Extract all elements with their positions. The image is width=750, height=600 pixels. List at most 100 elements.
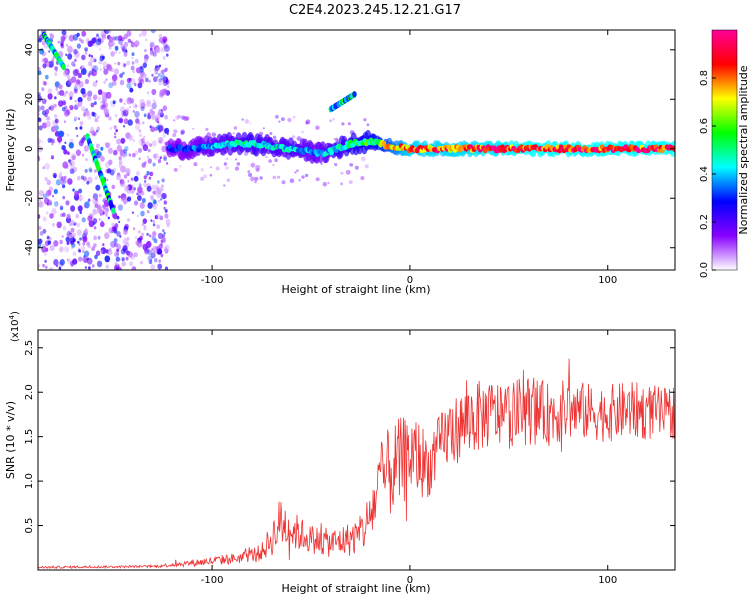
spectral-noise-blob: [241, 118, 244, 121]
spectral-noise-blob: [139, 260, 144, 265]
spectrogram-y-tick-label: -40: [24, 240, 35, 256]
spectral-noise-blob: [154, 101, 157, 105]
spectral-noise-blob: [76, 43, 81, 49]
spectral-noise-blob: [123, 201, 127, 206]
spectral-noise-blob: [111, 80, 117, 86]
spectral-noise-blob: [120, 115, 123, 120]
spectral-noise-blob: [67, 178, 73, 185]
spectral-noise-blob: [108, 82, 114, 89]
spectral-noise-blob: [113, 238, 118, 243]
spectral-noise-blob: [130, 65, 135, 71]
spectral-noise-blob: [162, 79, 168, 87]
spectral-noise-blob: [147, 155, 149, 159]
spectral-noise-blob: [103, 80, 106, 84]
spectrogram-y-tick-label: 20: [24, 93, 35, 106]
spectral-noise-blob: [61, 145, 66, 151]
spectral-noise-blob: [133, 175, 139, 182]
spectral-noise-blob: [152, 162, 156, 167]
spectral-noise-blob: [97, 235, 101, 240]
spectral-noise-blob: [305, 121, 309, 125]
spectral-noise-blob: [315, 125, 320, 130]
spectral-noise-blob: [160, 253, 164, 258]
spectral-noise-blob: [62, 225, 67, 231]
spectral-noise-blob: [143, 182, 148, 188]
spectral-noise-blob: [156, 124, 161, 131]
spectral-noise-blob: [131, 211, 134, 214]
spectral-noise-blob: [223, 162, 228, 166]
spectral-noise-blob: [77, 72, 83, 79]
spectral-noise-blob: [42, 263, 45, 268]
snr-panel: -100 0 100 0.5 1.0 1.5 2.0 2.5 Height of straig…: [4, 311, 676, 595]
spectral-noise-blob: [154, 215, 159, 220]
spectral-noise-blob: [69, 105, 74, 111]
spectral-noise-blob: [68, 105, 72, 109]
spectral-noise-blob: [47, 137, 52, 143]
spectral-noise-blob: [42, 122, 47, 129]
spectral-noise-blob: [127, 38, 132, 43]
spectral-noise-blob: [146, 210, 150, 214]
spectral-noise-blob: [157, 180, 160, 184]
spectral-noise-blob: [118, 97, 123, 103]
spectral-noise-blob: [215, 166, 220, 171]
spectral-noise-blob: [108, 116, 112, 121]
spectral-noise-blob: [340, 171, 344, 175]
spectral-noise-blob: [109, 126, 112, 130]
spectral-noise-blob: [294, 171, 297, 174]
spectral-noise-blob: [65, 200, 70, 206]
spectral-noise-blob: [87, 90, 93, 97]
spectral-noise-blob: [125, 108, 130, 114]
spectral-noise-blob: [152, 219, 156, 224]
spectral-noise-blob: [102, 243, 105, 247]
spectral-noise-blob: [87, 198, 91, 202]
spectral-noise-blob: [146, 170, 150, 176]
spectral-noise-blob: [143, 175, 147, 180]
spectral-noise-blob: [120, 43, 125, 50]
spectral-noise-blob: [160, 184, 164, 189]
spectral-noise-blob: [92, 218, 98, 224]
spectral-noise-blob: [52, 172, 57, 178]
spectral-noise-blob: [52, 223, 55, 227]
spectral-noise-blob: [94, 254, 98, 260]
spectral-noise-blob: [70, 205, 76, 212]
spectral-noise-blob: [156, 203, 159, 206]
spectral-noise-blob: [166, 53, 169, 57]
spectral-noise-blob: [333, 137, 337, 141]
spectral-noise-blob: [120, 137, 126, 144]
spectral-noise-blob: [65, 90, 68, 95]
spectral-noise-blob: [110, 51, 115, 57]
spectral-noise-blob: [78, 37, 82, 42]
spectral-noise-blob: [118, 160, 123, 165]
spectral-noise-blob: [151, 140, 157, 147]
spectral-noise-blob: [250, 176, 255, 182]
spectral-noise-blob: [73, 88, 78, 94]
spectral-noise-blob: [59, 239, 63, 245]
spectral-noise-blob: [107, 147, 113, 154]
spectral-noise-blob: [139, 78, 145, 85]
spectral-noise-blob: [86, 180, 90, 185]
spectral-noise-blob: [157, 79, 163, 86]
spectrogram-y-tick-label: -20: [24, 190, 35, 206]
spectral-noise-blob: [88, 61, 93, 67]
spectral-noise-blob: [349, 163, 354, 167]
spectral-noise-blob: [146, 232, 149, 236]
spectral-noise-blob: [142, 218, 147, 224]
spectral-noise-blob: [100, 100, 103, 104]
spectral-noise-blob: [131, 52, 135, 57]
spectral-noise-blob: [126, 97, 131, 104]
spectral-noise-blob: [84, 51, 88, 55]
spectral-noise-blob: [88, 74, 91, 78]
spectral-noise-blob: [268, 159, 272, 163]
spectral-noise-blob: [84, 250, 90, 258]
spectral-noise-blob: [164, 114, 169, 120]
spectral-noise-blob: [99, 47, 102, 51]
spectral-noise-blob: [329, 119, 332, 123]
spectral-noise-blob: [276, 175, 281, 179]
spectral-noise-blob: [99, 68, 102, 71]
spectral-noise-blob: [149, 234, 152, 238]
spectral-noise-blob: [72, 258, 78, 265]
spectral-noise-blob: [94, 41, 99, 48]
spectral-noise-blob: [100, 249, 104, 254]
spectral-noise-blob: [81, 217, 86, 223]
spectral-noise-blob: [142, 243, 148, 251]
spectral-noise-blob: [137, 195, 142, 201]
